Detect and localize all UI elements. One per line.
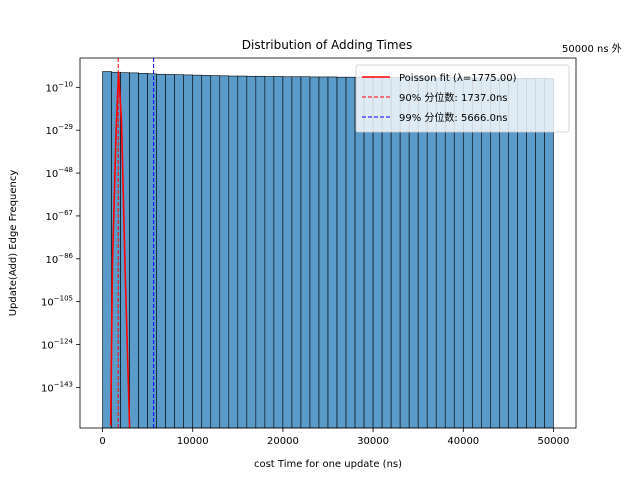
histogram-bar (147, 73, 157, 429)
histogram-bar (309, 76, 320, 429)
histogram-bar (300, 76, 311, 429)
x-tick-label: 40000 (447, 436, 479, 447)
x-tick-label: 10000 (177, 436, 209, 447)
histogram-bar (174, 74, 185, 429)
y-tick-label: 10−124 (41, 338, 74, 352)
legend-label: Poisson fit (λ=1775.00) (399, 73, 517, 84)
histogram-bar (228, 75, 239, 429)
x-tick-label: 0 (99, 436, 105, 447)
histogram-bar (246, 75, 257, 429)
histogram-bar (156, 73, 166, 429)
y-tick-label: 10−48 (45, 166, 73, 180)
poisson-fit-line (109, 72, 131, 429)
histogram-bar (318, 76, 329, 429)
histogram-bar (165, 74, 175, 429)
chart-title: Distribution of Adding Times (242, 38, 412, 52)
y-tick-label: 10−143 (41, 380, 73, 394)
bars-layer (102, 71, 554, 429)
histogram-bar (129, 72, 139, 429)
histogram-bar (282, 76, 293, 429)
corner-note: 50000 ns 外 (562, 43, 622, 55)
histogram-bar (102, 71, 112, 429)
histogram-bar (237, 75, 248, 429)
y-axis-label: Update(Add) Edge Frequency (8, 170, 19, 317)
histogram-bar (264, 76, 275, 429)
x-axis-label: cost Time for one update (ns) (254, 459, 402, 470)
x-tick-label: 30000 (357, 436, 389, 447)
legend-label: 99% 分位数: 5666.0ns (399, 111, 508, 124)
histogram-bar (210, 75, 221, 429)
histogram-bar (336, 76, 347, 429)
lines-layer (109, 58, 155, 429)
legend: Poisson fit (λ=1775.00) 90% 分位数: 1737.0ns… (355, 64, 570, 133)
histogram-bar (201, 75, 212, 429)
histogram-bar (291, 76, 302, 429)
legend-box (355, 64, 570, 133)
x-tick-label: 20000 (267, 436, 299, 447)
histogram-bar (345, 76, 356, 429)
histogram-bar (219, 75, 230, 429)
x-tick-label: 50000 (538, 436, 570, 447)
x-axis-ticks: 0 10000 20000 30000 40000 50000 (99, 428, 569, 447)
histogram-bar (327, 76, 338, 429)
legend-label: 90% 分位数: 1737.0ns (399, 91, 508, 104)
histogram-bar (138, 73, 148, 429)
histogram-bar (255, 75, 266, 429)
y-tick-label: 10−86 (45, 252, 73, 266)
histogram-bar (192, 74, 203, 429)
y-tick-label: 10−105 (41, 295, 73, 309)
plot-frame (79, 57, 577, 429)
histogram-bar (183, 74, 194, 429)
y-tick-label: 10−67 (45, 209, 73, 223)
histogram-bar (273, 76, 284, 429)
y-tick-label: 10−10 (45, 80, 73, 94)
y-axis-ticks: 10−10 10−29 10−48 10−67 10−86 10−105 10−124 10−… (41, 80, 80, 394)
y-tick-label: 10−29 (45, 123, 73, 137)
